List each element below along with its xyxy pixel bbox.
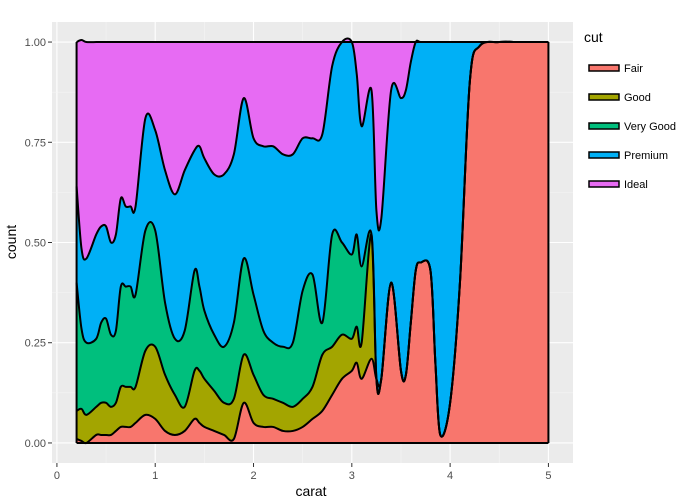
x-tick-label: 0 (54, 470, 60, 482)
legend-key-fair (588, 64, 620, 72)
area-good (76, 41, 549, 444)
x-axis-title: carat (295, 483, 326, 499)
legend-key-good (588, 93, 620, 101)
y-tick-label: 1.00 (25, 37, 46, 49)
legend-label: Premium (624, 150, 668, 162)
legend-key-very-good (588, 122, 620, 130)
series-areas (76, 38, 549, 444)
legend-label: Fair (624, 63, 643, 75)
y-tick-label: 0.25 (25, 338, 46, 350)
y-tick-label: 0.50 (25, 238, 46, 250)
outline-very-good (75, 40, 549, 438)
x-tick-label: 5 (545, 470, 551, 482)
legend-label: Good (624, 92, 651, 104)
area-ideal (76, 38, 549, 260)
x-axis-ticks: 0 1 2 3 4 5 (54, 463, 551, 482)
y-tick-label: 0.00 (25, 438, 46, 450)
y-axis-title: count (3, 225, 19, 259)
area-premium (76, 38, 549, 437)
y-axis-ticks: 0.00 0.25 0.50 0.75 1.00 (25, 37, 52, 450)
series-outlines (75, 37, 550, 445)
legend-label: Very Good (624, 121, 676, 133)
area-fair (76, 41, 549, 444)
x-tick-label: 3 (349, 470, 355, 482)
x-tick-label: 2 (250, 470, 256, 482)
legend-title: cut (584, 29, 603, 45)
x-tick-label: 1 (152, 470, 158, 482)
x-tick-label: 4 (447, 470, 453, 482)
legend-key-premium (588, 151, 620, 159)
outline-ideal (76, 39, 549, 44)
legend-key-ideal (588, 180, 620, 188)
legend: Fair Good Very Good Premium Ideal (588, 63, 676, 191)
y-tick-label: 0.75 (25, 137, 46, 149)
area-very-good (76, 41, 549, 437)
legend-label: Ideal (624, 179, 648, 191)
